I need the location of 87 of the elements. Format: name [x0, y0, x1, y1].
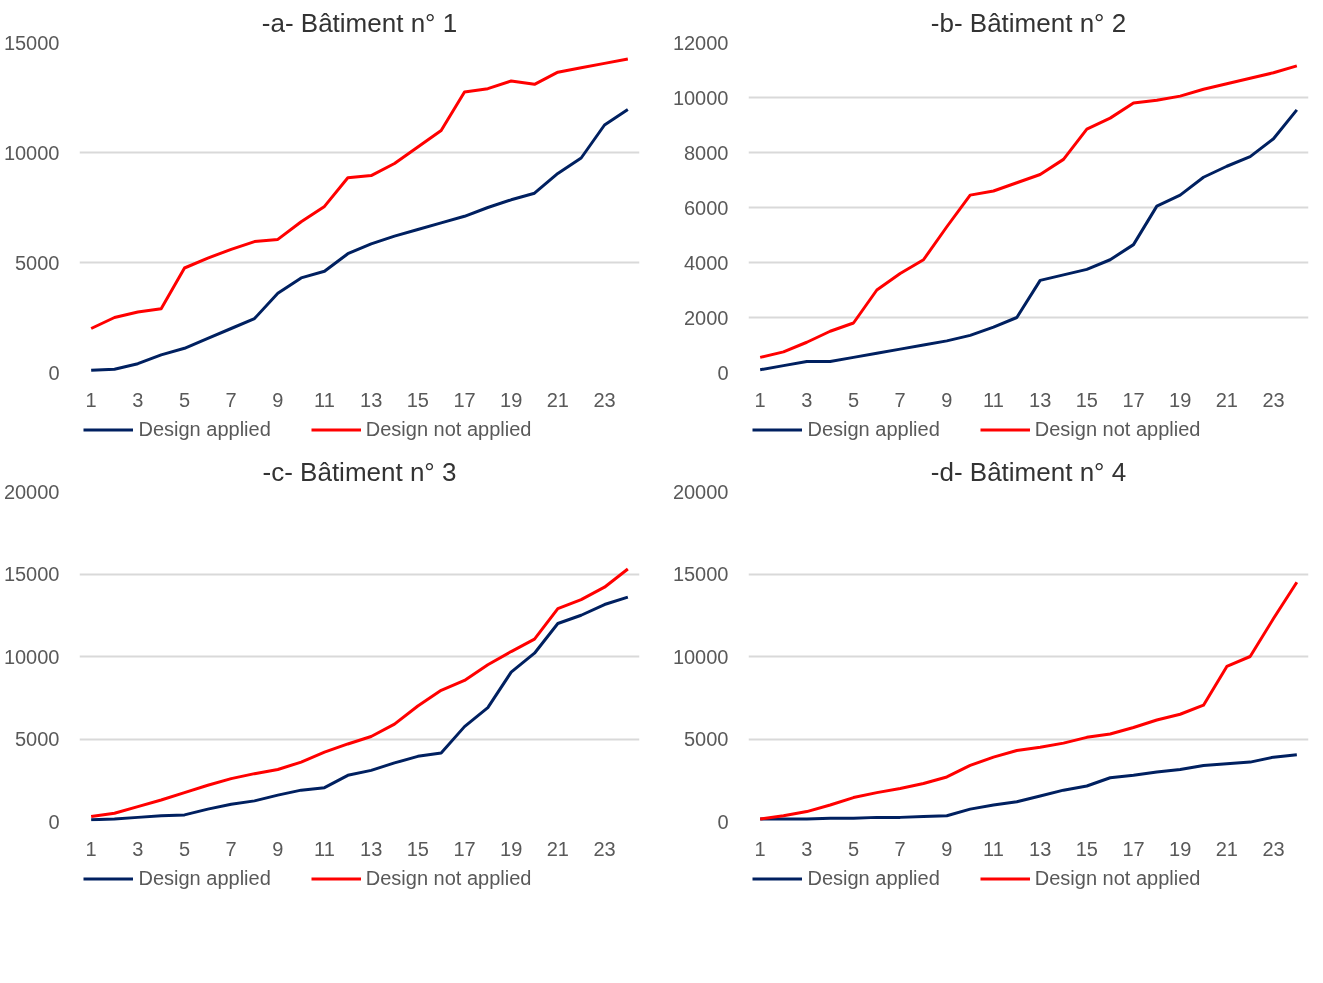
y-tick-label: 0 [48, 361, 60, 384]
x-tick-label: 3 [801, 388, 813, 411]
legend-label: Design applied [807, 417, 940, 441]
y-tick-label: 15000 [3, 31, 60, 54]
chart-title: -c- Bâtiment n° 3 [262, 456, 457, 487]
x-tick-label: 21 [546, 388, 569, 411]
legend-label: Design not applied [1034, 417, 1201, 441]
x-tick-label: 11 [983, 837, 1004, 860]
x-tick-label: 23 [593, 837, 616, 860]
x-tick-label: 23 [1262, 837, 1285, 860]
x-tick-label: 15 [1075, 837, 1098, 860]
x-tick-label: 9 [272, 388, 284, 411]
legend-label: Design applied [138, 417, 271, 441]
x-tick-label: 5 [178, 388, 191, 411]
y-tick-label: 10000 [3, 141, 60, 164]
y-tick-label: 20000 [672, 480, 729, 503]
y-tick-label: 2000 [684, 306, 729, 329]
x-tick-label: 17 [1122, 388, 1145, 411]
x-tick-label: 15 [1075, 388, 1098, 411]
x-tick-label: 17 [1122, 837, 1145, 860]
x-tick-label: 1 [85, 837, 97, 860]
x-tick-label: 5 [847, 388, 860, 411]
line-series [89, 108, 630, 372]
y-tick-label: 4000 [684, 251, 729, 274]
x-tick-label: 5 [178, 837, 191, 860]
y-tick-label: 10000 [672, 645, 729, 668]
y-tick-label: 15000 [3, 563, 60, 585]
x-tick-label: 15 [406, 388, 429, 411]
y-tick-label: 12000 [672, 31, 729, 54]
legend-label: Design applied [138, 866, 271, 890]
legend-label: Design not applied [365, 417, 532, 441]
line-series [758, 108, 1299, 372]
x-tick-label: 21 [1215, 837, 1238, 860]
y-tick-label: 5000 [15, 728, 60, 750]
y-tick-label: 5000 [15, 251, 60, 274]
x-tick-label: 11 [314, 837, 335, 860]
x-tick-label: 19 [1169, 837, 1192, 860]
y-tick-label: 0 [717, 810, 729, 833]
x-tick-label: 13 [360, 388, 383, 411]
x-tick-label: 13 [1029, 388, 1052, 411]
y-tick-label: 0 [48, 810, 60, 833]
y-tick-label: 10000 [3, 645, 60, 668]
x-tick-label: 13 [1029, 837, 1052, 860]
line-series [758, 753, 1299, 821]
x-tick-label: 15 [406, 837, 429, 860]
x-tick-label: 7 [225, 837, 237, 860]
line-series [89, 57, 630, 330]
x-tick-label: 3 [132, 388, 144, 411]
line-series [758, 64, 1299, 359]
x-tick-label: 19 [1169, 388, 1192, 411]
x-tick-label: 21 [1215, 388, 1238, 411]
x-tick-label: 7 [894, 837, 906, 860]
x-tick-label: 17 [453, 837, 476, 860]
chart-title: -b- Bâtiment n° 2 [930, 7, 1127, 38]
x-tick-label: 1 [85, 388, 97, 411]
x-tick-label: 17 [453, 388, 476, 411]
x-tick-label: 5 [847, 837, 860, 860]
x-tick-label: 9 [941, 837, 953, 860]
legend-label: Design not applied [1034, 866, 1201, 890]
x-tick-label: 19 [500, 837, 523, 860]
x-tick-label: 11 [314, 388, 335, 411]
x-tick-label: 21 [546, 837, 569, 860]
x-tick-label: 3 [801, 837, 813, 860]
line-series [758, 580, 1299, 821]
x-tick-label: 7 [894, 388, 906, 411]
x-tick-label: 9 [941, 388, 953, 411]
y-tick-label: 10000 [672, 86, 729, 109]
chart-title: -d- Bâtiment n° 4 [930, 456, 1127, 487]
y-tick-label: 5000 [684, 728, 729, 750]
y-tick-label: 15000 [672, 563, 729, 585]
x-tick-label: 19 [500, 388, 523, 411]
y-tick-label: 20000 [3, 480, 60, 503]
x-tick-label: 7 [225, 388, 237, 411]
x-tick-label: 23 [1262, 388, 1285, 411]
legend-label: Design not applied [365, 866, 532, 890]
x-tick-label: 11 [983, 388, 1004, 411]
y-tick-label: 0 [717, 361, 729, 384]
x-tick-label: 3 [132, 837, 144, 860]
x-tick-label: 13 [360, 837, 383, 860]
x-tick-label: 1 [754, 837, 766, 860]
chart-title: -a- Bâtiment n° 1 [261, 7, 458, 38]
legend-label: Design applied [807, 866, 940, 890]
x-tick-label: 9 [272, 837, 284, 860]
x-tick-label: 23 [593, 388, 616, 411]
y-tick-label: 6000 [684, 196, 729, 219]
x-tick-label: 1 [754, 388, 766, 411]
y-tick-label: 8000 [684, 141, 729, 164]
